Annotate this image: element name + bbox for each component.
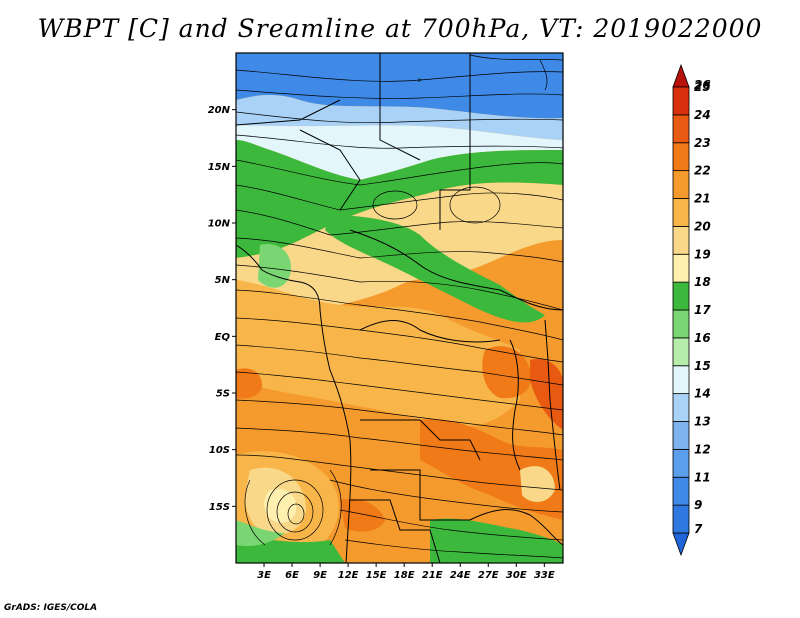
colorbar-label: 17 bbox=[694, 303, 711, 317]
lon-tick-label: 24E bbox=[450, 570, 471, 581]
lon-tick-label: 15E bbox=[366, 570, 387, 581]
colorbar-label: 12 bbox=[694, 442, 711, 456]
lat-tick-label: 15N bbox=[208, 162, 231, 173]
colorbar-swatch bbox=[672, 198, 690, 227]
colorbar-swatch bbox=[672, 476, 690, 506]
lon-tick-label: 12E bbox=[338, 570, 359, 581]
colorbar-label: 26 bbox=[694, 78, 711, 92]
colorbar-label: 23 bbox=[694, 136, 711, 150]
colorbar-label: 25 bbox=[694, 80, 711, 94]
lat-tick-label: 10N bbox=[208, 219, 231, 230]
colorbar-swatch bbox=[672, 63, 690, 88]
colorbar-swatch bbox=[672, 337, 690, 367]
colorbar-swatch bbox=[672, 253, 690, 283]
lat-tick-label: EQ bbox=[215, 332, 231, 343]
colorbar-label: 13 bbox=[694, 415, 711, 429]
lon-tick-label: 3E bbox=[257, 570, 271, 581]
colorbar-swatch bbox=[672, 225, 690, 255]
colorbar-label: 11 bbox=[694, 470, 711, 484]
colorbar-label: 22 bbox=[694, 164, 711, 178]
colorbar-swatch bbox=[672, 114, 690, 144]
colorbar-label: 15 bbox=[694, 359, 711, 373]
colorbar-label: 24 bbox=[694, 108, 711, 122]
colorbar-swatch bbox=[672, 309, 690, 339]
colorbar-swatch bbox=[672, 170, 690, 199]
lon-tick-label: 21E bbox=[422, 570, 443, 581]
colorbar-swatch bbox=[672, 448, 690, 478]
lon-tick-label: 6E bbox=[285, 570, 299, 581]
lat-tick-label: 5S bbox=[216, 389, 230, 400]
colorbar-swatch bbox=[672, 393, 690, 422]
lat-tick-label: 15S bbox=[209, 502, 230, 513]
footer-credit: GrADS: IGES/COLA bbox=[4, 603, 98, 613]
lon-tick-label: 33E bbox=[534, 570, 555, 581]
colorbar-label: 9 bbox=[694, 498, 702, 512]
country-borders bbox=[236, 53, 563, 563]
streamlines bbox=[236, 54, 563, 559]
latitude-axis: 20N 15N 10N 5N EQ 5S 10S 15S bbox=[208, 105, 236, 513]
colorbar-label: 19 bbox=[694, 247, 711, 261]
lon-tick-label: 18E bbox=[394, 570, 415, 581]
lon-tick-label: 9E bbox=[313, 570, 327, 581]
colorbar-swatch bbox=[672, 365, 690, 395]
lat-tick-label: 20N bbox=[208, 105, 231, 116]
colorbar-swatch bbox=[672, 86, 690, 116]
colorbar-label: 7 bbox=[694, 522, 703, 536]
colorbar-swatch bbox=[672, 532, 690, 557]
longitude-axis: 3E 6E 9E 12E 15E 18E 21E 24E 27E 30E 33E bbox=[257, 563, 555, 581]
lon-tick-label: 30E bbox=[506, 570, 527, 581]
colorbar-label: 20 bbox=[694, 219, 711, 233]
lat-tick-label: 5N bbox=[215, 275, 231, 286]
colorbar-swatch bbox=[672, 142, 690, 172]
map-frame bbox=[235, 52, 564, 564]
lon-tick-label: 27E bbox=[478, 570, 499, 581]
colorbar-label: 21 bbox=[694, 192, 711, 206]
chart-title: WBPT [C] and Sreamline at 700hPa, VT: 20… bbox=[37, 14, 763, 43]
colorbar-label: 14 bbox=[694, 387, 711, 401]
wbpt-shading bbox=[236, 53, 563, 563]
colorbar-label: 16 bbox=[694, 331, 711, 345]
colorbar-label: 18 bbox=[694, 275, 711, 289]
colorbar-swatch bbox=[672, 281, 690, 311]
colorbar-swatch bbox=[672, 421, 690, 450]
colorbar-swatch bbox=[672, 504, 690, 534]
lat-tick-label: 10S bbox=[209, 445, 230, 456]
